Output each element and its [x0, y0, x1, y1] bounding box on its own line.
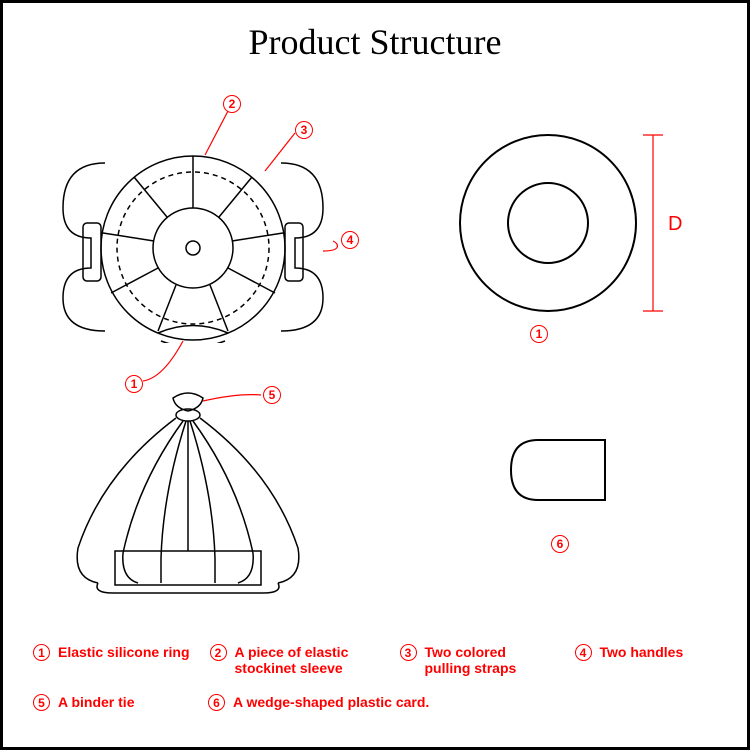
- legend-row-1: 1 Elastic silicone ring 2 A piece of ela…: [33, 644, 727, 676]
- ring-callout-1: 1: [530, 325, 548, 343]
- legend-text-3: Two colored pulling straps: [425, 644, 555, 676]
- callout-3: 3: [295, 121, 313, 139]
- legend-text-5: A binder tie: [58, 694, 135, 710]
- legend-text-2: A piece of elastic stockinet sleeve: [235, 644, 380, 676]
- legend-num-4: 4: [575, 644, 592, 661]
- diagram-area: 2 3 4 1 D 1: [3, 83, 750, 623]
- legend-num-1: 1: [33, 644, 50, 661]
- wedge-drawing: [503, 428, 623, 518]
- legend-item-5: 5 A binder tie: [33, 694, 188, 711]
- callout-4: 4: [341, 231, 359, 249]
- legend-text-6: A wedge-shaped plastic card.: [233, 694, 429, 710]
- legend-num-2: 2: [210, 644, 227, 661]
- callout-5: 5: [263, 386, 281, 404]
- bag-drawing: [43, 383, 333, 603]
- legend-num-3: 3: [400, 644, 417, 661]
- legend-item-1: 1 Elastic silicone ring: [33, 644, 190, 676]
- legend-row-2: 5 A binder tie 6 A wedge-shaped plastic …: [33, 694, 727, 711]
- legend-item-4: 4 Two handles: [575, 644, 695, 676]
- legend-item-6: 6 A wedge-shaped plastic card.: [208, 694, 429, 711]
- dimension-d-label: D: [668, 213, 682, 236]
- callout-6: 6: [551, 535, 569, 553]
- legend-item-2: 2 A piece of elastic stockinet sleeve: [210, 644, 380, 676]
- legend-text-4: Two handles: [600, 644, 684, 660]
- callout-2: 2: [223, 95, 241, 113]
- legend-item-3: 3 Two colored pulling straps: [400, 644, 555, 676]
- callout-1-leader: [43, 93, 343, 393]
- legend-num-5: 5: [33, 694, 50, 711]
- legend: 1 Elastic silicone ring 2 A piece of ela…: [33, 644, 727, 729]
- legend-text-1: Elastic silicone ring: [58, 644, 190, 660]
- ring-drawing: [438, 108, 698, 348]
- page-title: Product Structure: [3, 21, 747, 63]
- legend-num-6: 6: [208, 694, 225, 711]
